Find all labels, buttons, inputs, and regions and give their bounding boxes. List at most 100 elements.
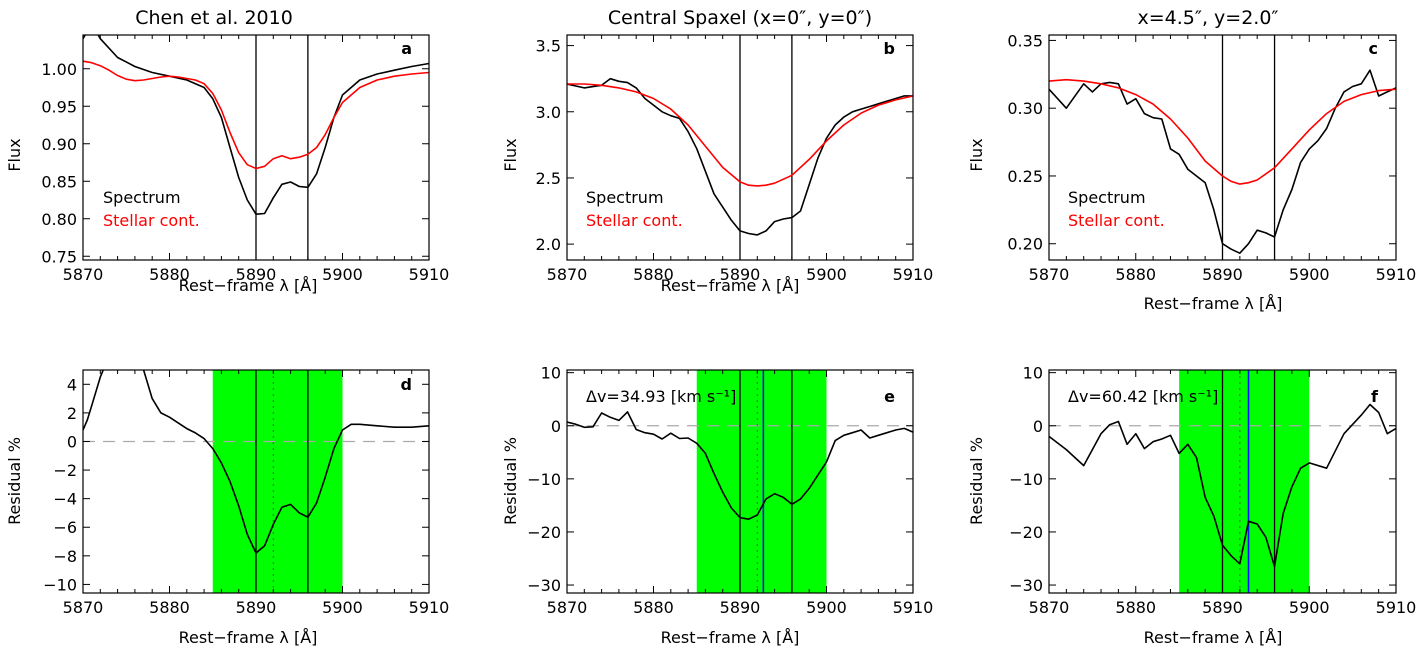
panel-f-xlabel: Rest−frame λ [Å] — [1144, 628, 1283, 647]
panel-b-clipped — [567, 35, 913, 260]
panel-e-ytick-label-2: −10 — [527, 470, 561, 489]
panel-b-xlabel: Rest−frame λ [Å] — [661, 276, 800, 295]
panel-c-xtick-label-1: 5880 — [1115, 265, 1156, 284]
panel-b-title: Central Spaxel (x=0″, y=0″) — [608, 7, 872, 29]
panel-f-ytick-label-3: 0 — [1033, 417, 1043, 436]
panel-a: Chen et al. 2010 5870 5880 5890 5900 5910 0.7… — [5, 7, 449, 295]
panel-e-delta-v: Δv=34.93 [km s⁻¹] — [586, 387, 736, 406]
panel-b-xtick-label-4: 5910 — [893, 265, 934, 284]
panel-d-xtick-label-2: 5890 — [236, 598, 277, 617]
panel-c-ytick-label-0: 0.20 — [1007, 235, 1043, 254]
panel-f-clipped — [1049, 370, 1396, 593]
panel-a-ytick-label-0: 0.75 — [41, 247, 77, 266]
panel-c-ytick-label-3: 0.35 — [1007, 31, 1043, 50]
panel-c-series-1-line — [1049, 78, 1396, 185]
panel-d-ylabel: Residual % — [5, 437, 24, 525]
panel-d-ytick-label-4: −2 — [53, 461, 77, 480]
panel-b-legend-stellar: Stellar cont. — [586, 211, 683, 230]
panel-f-ylabel: Residual % — [967, 437, 986, 525]
panel-b-ytick-label-1: 2.5 — [536, 169, 561, 188]
panel-d-ytick-label-0: −10 — [43, 575, 77, 594]
panel-a-plot-area: 5870 5880 5890 5900 5910 0.75 0.80 0.85 0.90 0.95… — [41, 34, 450, 284]
panel-a-ytick-label-2: 0.85 — [41, 172, 77, 191]
panel-f-series-0-line — [1049, 403, 1396, 568]
panel-b-ytick-label-3: 3.5 — [536, 37, 561, 56]
panel-e-xtick-label-4: 5910 — [893, 598, 934, 617]
panel-a-ytick-label-1: 0.80 — [41, 210, 77, 229]
panel-d-shaded-band — [212, 370, 343, 593]
panel-e-xlabel: Rest−frame λ [Å] — [661, 628, 800, 647]
panel-d-xtick-label-3: 5900 — [322, 598, 363, 617]
panel-e-ylabel: Residual % — [501, 437, 520, 525]
panel-b-plot-area: 5870 5880 5890 5900 5910 2.0 2.5 3.0 3.5 — [536, 34, 934, 284]
panel-e-ytick-label-0: −30 — [527, 576, 561, 595]
panel-b-xtick-label-2: 5890 — [720, 265, 761, 284]
panel-a-clipped — [83, 35, 429, 260]
panel-a-title: Chen et al. 2010 — [135, 7, 293, 29]
panel-b-ylabel: Flux — [501, 138, 520, 171]
panel-b-series-0-line — [567, 77, 913, 236]
panel-e-clipped — [567, 370, 913, 593]
panel-f-shaded-band — [1179, 370, 1310, 593]
panel-d-series-0-line — [83, 370, 429, 554]
panel-a-ylabel: Flux — [5, 138, 24, 171]
panel-d: 5870 5880 5890 5900 5910 −10 −8 −6 −4 −2 0 2 4 d Res… — [5, 369, 449, 647]
panel-d-ytick-label-5: 0 — [67, 432, 77, 451]
panel-d-ytick-label-6: 2 — [67, 404, 77, 423]
panel-d-xtick-label-0: 5870 — [63, 598, 104, 617]
panel-c-xlabel: Rest−frame λ [Å] — [1144, 294, 1283, 313]
panel-d-ytick-label-3: −4 — [53, 490, 77, 509]
panel-f-ytick-label-2: −10 — [1009, 470, 1043, 489]
panel-f-ytick-label-1: −20 — [1009, 523, 1043, 542]
panel-c-ytick-label-1: 0.25 — [1007, 167, 1043, 186]
panel-a-letter: a — [401, 39, 412, 58]
panel-a-xtick-label-4: 5910 — [409, 265, 450, 284]
panel-e-xtick-label-1: 5880 — [633, 598, 674, 617]
panel-d-xtick-label-1: 5880 — [149, 598, 190, 617]
panel-c-letter: c — [1369, 39, 1378, 58]
panel-e-plot-area: 5870 5880 5890 5900 5910 −30 −20 −10 0 10 — [527, 364, 933, 617]
panel-f-ytick-label-0: −30 — [1009, 576, 1043, 595]
panel-f-xtick-label-0: 5870 — [1029, 598, 1070, 617]
panel-e-xtick-label-3: 5900 — [806, 598, 847, 617]
panel-b-ytick-label-0: 2.0 — [536, 235, 561, 254]
panel-b-letter: b — [884, 39, 895, 58]
panel-b-xtick-label-0: 5870 — [547, 265, 588, 284]
panel-c: x=4.5″, y=2.0″ 5870 5880 5890 5900 5910 0.20 0… — [967, 7, 1416, 313]
panel-e-ytick-label-3: 0 — [551, 417, 561, 436]
panel-a-series-0-line — [83, 35, 429, 215]
panel-d-letter: d — [401, 375, 412, 394]
panel-c-plot-area: 5870 5880 5890 5900 5910 0.20 0.25 0.30 0.35 — [1007, 31, 1416, 284]
panel-b-xtick-label-1: 5880 — [633, 265, 674, 284]
panel-f-letter: f — [1371, 387, 1379, 406]
panel-f-delta-v: Δv=60.42 [km s⁻¹] — [1068, 387, 1218, 406]
panel-d-ytick-label-7: 4 — [67, 375, 77, 394]
panel-e-xtick-label-2: 5890 — [720, 598, 761, 617]
panel-b-legend-spectrum: Spectrum — [586, 188, 664, 207]
panel-c-title: x=4.5″, y=2.0″ — [1137, 7, 1278, 29]
panel-f-ytick-label-4: 10 — [1023, 364, 1043, 383]
panel-c-xtick-label-4: 5910 — [1376, 265, 1416, 284]
panel-a-ytick-label-3: 0.90 — [41, 135, 77, 154]
panel-f-plot-area: 5870 5880 5890 5900 5910 −30 −20 −10 0 10 — [1009, 364, 1416, 617]
panel-d-clipped — [83, 370, 429, 593]
panel-f-xtick-label-4: 5910 — [1376, 598, 1416, 617]
panel-b-series-1-line — [567, 83, 913, 187]
panel-c-ytick-label-2: 0.30 — [1007, 99, 1043, 118]
panel-d-ytick-label-1: −8 — [53, 547, 77, 566]
panel-a-xlabel: Rest−frame λ [Å] — [179, 276, 318, 295]
panel-e-ytick-label-1: −20 — [527, 523, 561, 542]
panel-a-xtick-label-0: 5870 — [63, 265, 104, 284]
panel-a-xtick-label-2: 5890 — [236, 265, 277, 284]
panel-c-xtick-label-0: 5870 — [1029, 265, 1070, 284]
panel-c-clipped — [1049, 35, 1396, 260]
panel-b-ytick-label-2: 3.0 — [536, 103, 561, 122]
panel-d-ytick-label-2: −6 — [53, 518, 77, 537]
panel-a-ytick-label-4: 0.95 — [41, 97, 77, 116]
panel-a-series-1-line — [83, 60, 429, 170]
panel-d-plot-area: 5870 5880 5890 5900 5910 −10 −8 −6 −4 −2 0 2 4 — [43, 369, 449, 617]
panel-c-legend-stellar: Stellar cont. — [1068, 211, 1165, 230]
panel-c-ylabel: Flux — [967, 138, 986, 171]
panel-f: 5870 5880 5890 5900 5910 −30 −20 −10 0 10 Δv=60.4… — [967, 364, 1416, 647]
